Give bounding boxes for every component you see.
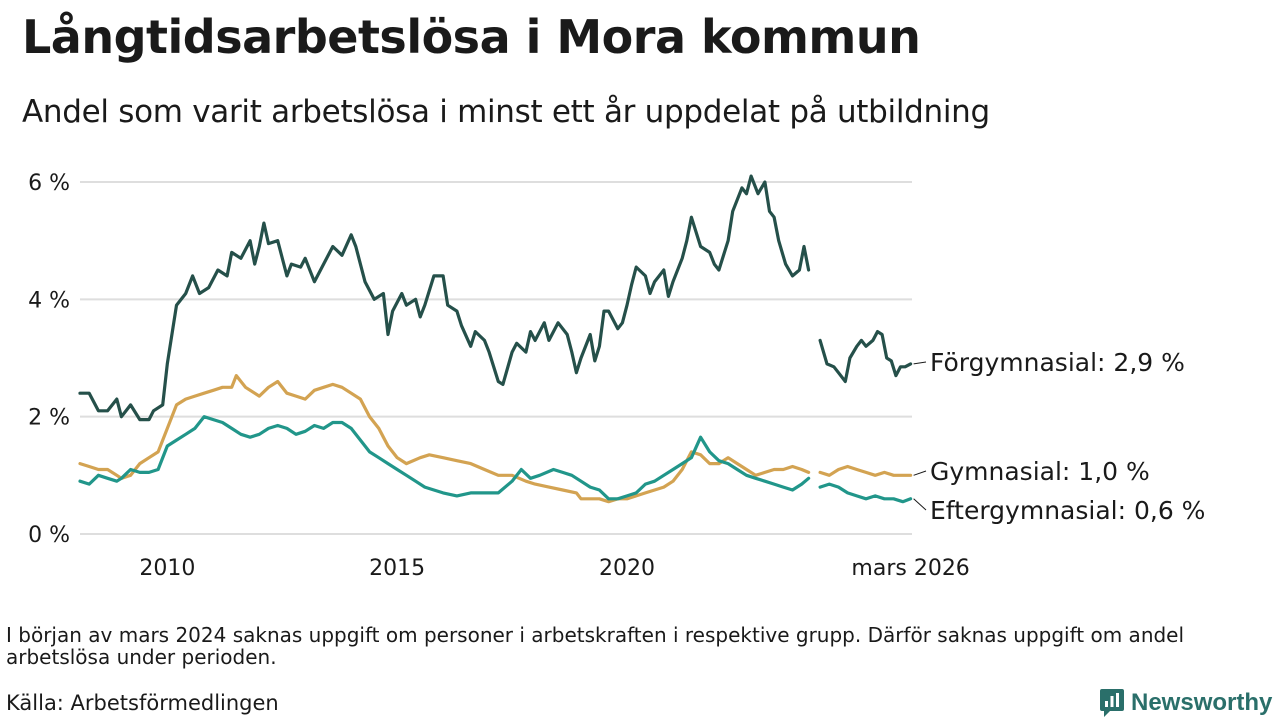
y-tick-label: 4 % <box>28 288 70 313</box>
source-credit: Källa: Arbetsförmedlingen <box>6 691 279 715</box>
y-tick-label: 6 % <box>28 171 70 196</box>
chart-title: Långtidsarbetslösa i Mora kommun <box>22 10 921 64</box>
footnote: I början av mars 2024 saknas uppgift om … <box>6 623 1185 669</box>
x-tick-label: 2010 <box>139 556 195 581</box>
x-tick-label: mars 2026 <box>851 556 969 581</box>
brand-name: Newsworthy <box>1131 689 1273 716</box>
series-label-förgymnasial: Förgymnasial: 2,9 % <box>930 348 1185 377</box>
chart-subtitle: Andel som varit arbetslösa i minst ett å… <box>22 94 990 130</box>
series-line-eftergymnasial <box>78 415 913 504</box>
x-tick-label: 2020 <box>599 556 655 581</box>
label-leader-line <box>913 498 927 511</box>
series-line-förgymnasial <box>78 174 913 422</box>
newsworthy-logo-icon <box>1100 689 1124 717</box>
brand-logo[interactable]: Newsworthy <box>1099 687 1272 719</box>
series-line-gymnasial <box>78 374 913 504</box>
y-tick-label: 0 % <box>28 523 70 548</box>
label-leader-line <box>913 361 927 365</box>
x-tick-label: 2015 <box>369 556 425 581</box>
y-tick-label: 2 % <box>28 406 70 431</box>
line-chart: 0 % 2 % 4 % 6 % 2010 2015 2020 mars 2026 Förgymn… <box>28 171 1205 581</box>
series-label-eftergymnasial: Eftergymnasial: 0,6 % <box>930 496 1205 525</box>
series-label-gymnasial: Gymnasial: 1,0 % <box>930 457 1150 486</box>
label-leader-line <box>913 470 927 476</box>
